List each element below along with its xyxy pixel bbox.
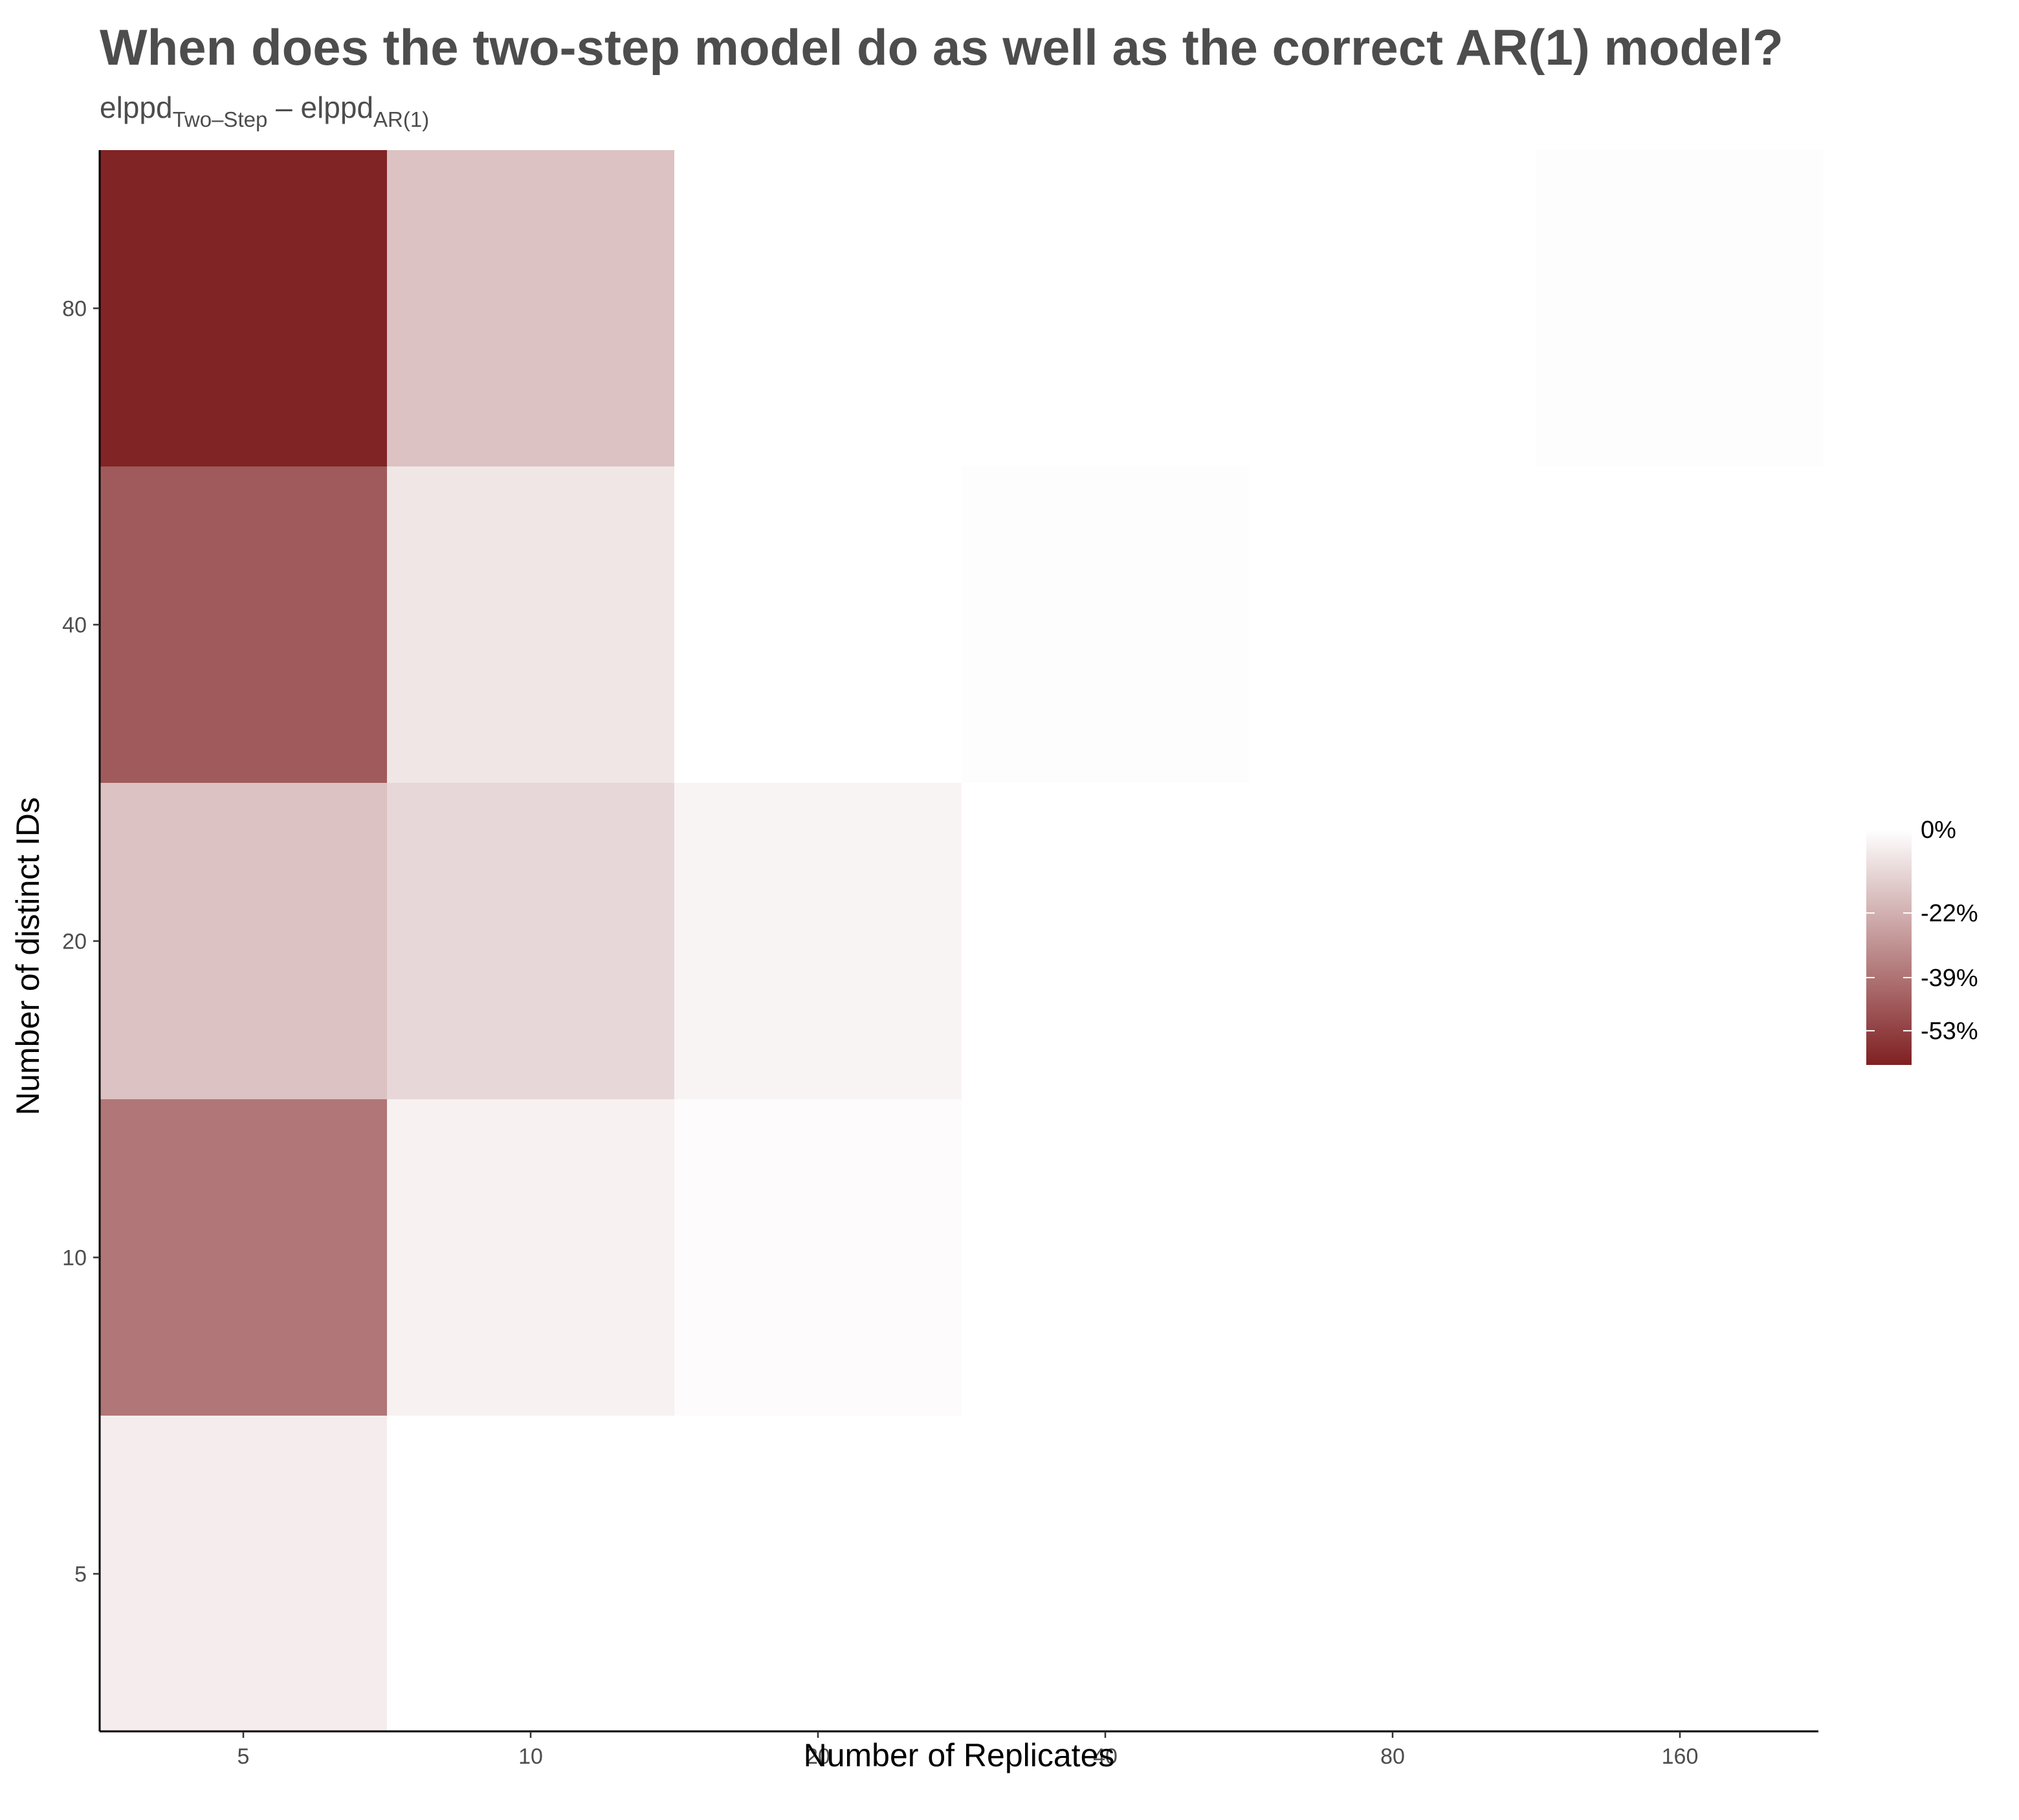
- legend-label: 0%: [1921, 817, 1956, 844]
- y-tick-label-10: 10: [62, 1246, 87, 1271]
- legend-label: -39%: [1921, 965, 1978, 992]
- heatmap-cell-x80-y80: [1249, 150, 1536, 466]
- y-tick-label-40: 40: [62, 613, 87, 638]
- x-tick-label-20: 20: [806, 1744, 830, 1769]
- x-tick-label-10: 10: [518, 1744, 543, 1769]
- y-tick-label-80: 80: [62, 297, 87, 322]
- heatmap-cell-x20-y20: [674, 783, 962, 1099]
- legend-colorbar: [1866, 829, 1912, 1065]
- x-tick-label-5: 5: [237, 1744, 250, 1769]
- heatmap-cells: [100, 150, 1824, 1732]
- y-tick-label-20: 20: [62, 930, 87, 954]
- heatmap-cell-x5-y80: [100, 150, 387, 466]
- subtitle-sep: –: [267, 91, 300, 124]
- heatmap-cell-x5-y10: [100, 1099, 387, 1416]
- heatmap-cell-x20-y80: [674, 150, 962, 466]
- heatmap-cell-x80-y20: [1249, 783, 1536, 1099]
- heatmap-cell-x10-y80: [387, 150, 674, 466]
- heatmap-cell-x160-y80: [1536, 150, 1824, 466]
- heatmap-cell-x5-y40: [100, 466, 387, 783]
- heatmap-cell-x5-y20: [100, 783, 387, 1099]
- heatmap-cell-x40-y80: [962, 150, 1249, 466]
- legend-label: -53%: [1921, 1018, 1978, 1045]
- heatmap-cell-x20-y10: [674, 1099, 962, 1416]
- heatmap-cell-x160-y10: [1536, 1099, 1824, 1416]
- heatmap-cell-x160-y5: [1536, 1416, 1824, 1732]
- heatmap-cell-x10-y20: [387, 783, 674, 1099]
- heatmap-cell-x20-y5: [674, 1416, 962, 1732]
- heatmap-cell-x40-y40: [962, 466, 1249, 783]
- x-tick-label-40: 40: [1093, 1744, 1118, 1769]
- color-legend: 0% -22% -39% -53%: [1866, 817, 1978, 1065]
- heatmap-cell-x160-y40: [1536, 466, 1824, 783]
- heatmap-cell-x160-y20: [1536, 783, 1824, 1099]
- heatmap-cell-x10-y10: [387, 1099, 674, 1416]
- x-tick-label-80: 80: [1380, 1744, 1405, 1769]
- chart-title: When does the two-step model do as well …: [100, 19, 1783, 76]
- x-tick-label-160: 160: [1662, 1744, 1699, 1769]
- y-tick-label-5: 5: [74, 1562, 87, 1587]
- legend-label: -22%: [1921, 900, 1978, 927]
- axes: 5 10 20 40 80 160 5 10 20 40 80: [62, 150, 1818, 1769]
- subtitle-sub2: AR(1): [373, 107, 429, 131]
- heatmap-cell-x40-y20: [962, 783, 1249, 1099]
- x-axis-title: Number of Replicates: [804, 1737, 1115, 1773]
- subtitle-sub1: Two–Step: [173, 107, 268, 131]
- heatmap-cell-x5-y5: [100, 1416, 387, 1732]
- heatmap-cell-x40-y5: [962, 1416, 1249, 1732]
- y-axis-title: Number of distinct IDs: [10, 797, 46, 1115]
- heatmap-cell-x10-y40: [387, 466, 674, 783]
- chart-subtitle: elppdTwo–Step – elppdAR(1): [100, 91, 429, 131]
- heatmap-cell-x80-y40: [1249, 466, 1536, 783]
- heatmap-cell-x40-y10: [962, 1099, 1249, 1416]
- heatmap-cell-x10-y5: [387, 1416, 674, 1732]
- heatmap-cell-x80-y5: [1249, 1416, 1536, 1732]
- subtitle-part1: elppd: [100, 91, 173, 124]
- heatmap-cell-x20-y40: [674, 466, 962, 783]
- subtitle-part2: elppd: [300, 91, 373, 124]
- heatmap-cell-x80-y10: [1249, 1099, 1536, 1416]
